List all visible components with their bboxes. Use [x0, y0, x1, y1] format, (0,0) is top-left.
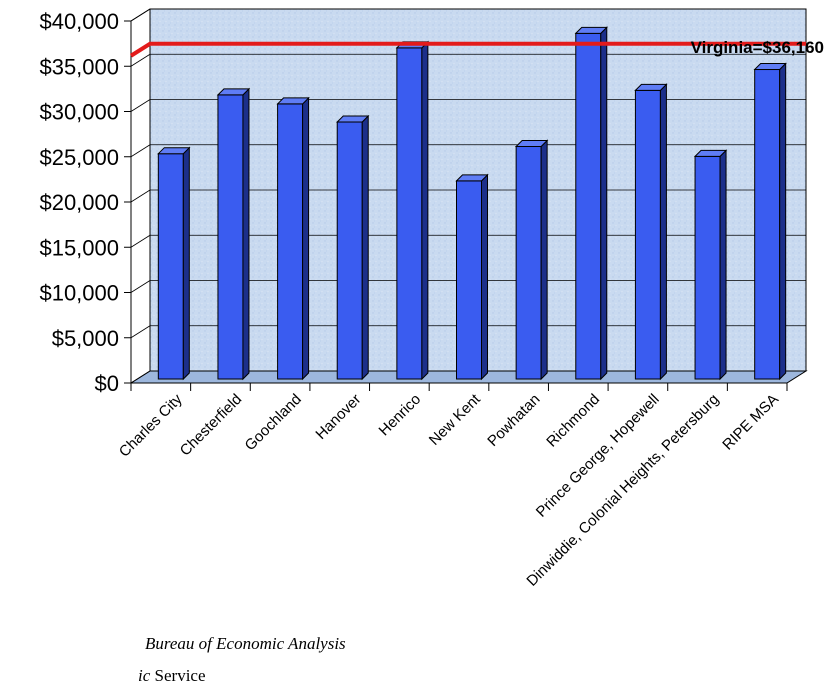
- gridline-side: [130, 280, 151, 293]
- bar-top: [455, 174, 489, 182]
- bar-front: [217, 94, 244, 380]
- gridline-side: [130, 325, 151, 339]
- bar: [395, 40, 430, 381]
- y-tick-label: $40,000: [39, 9, 119, 34]
- bar-top: [336, 115, 370, 123]
- bar-top: [693, 149, 728, 157]
- gridline-side: [130, 234, 151, 248]
- reference-line-label: Virginia=$36,160: [691, 38, 824, 57]
- reference-line: [129, 41, 806, 58]
- x-tick-label: New Kent: [426, 390, 485, 449]
- y-tick-label: $35,000: [39, 54, 119, 79]
- bar: [455, 173, 489, 381]
- gridline-side: [130, 189, 151, 203]
- source-line-2-italic: ic: [138, 666, 151, 685]
- x-tick-label: Richmond: [543, 391, 603, 451]
- y-tick-label: $5,000: [52, 326, 119, 351]
- bar-front: [694, 155, 721, 380]
- x-tick-label: RIPE MSA: [719, 391, 782, 454]
- bar-front: [157, 153, 184, 380]
- bar-top: [514, 139, 549, 147]
- reference-line-group: Virginia=$36,160: [129, 38, 824, 58]
- bar-top: [276, 97, 310, 105]
- bar-side: [361, 114, 369, 381]
- y-tick-label: $30,000: [39, 100, 119, 125]
- gridline-side: [130, 53, 151, 67]
- bar-side: [302, 96, 310, 381]
- bar-side: [779, 62, 787, 381]
- x-tick-label: Powhatan: [484, 391, 543, 450]
- y-tick-label: $20,000: [39, 190, 119, 215]
- bar: [336, 114, 370, 381]
- gridline-side: [130, 144, 151, 158]
- y-tick-label: $10,000: [39, 281, 119, 306]
- gridline-side: [130, 99, 151, 112]
- bar-side: [600, 26, 608, 381]
- bar-side: [540, 139, 548, 381]
- bar: [753, 62, 787, 381]
- x-tick-label: Chesterfield: [177, 391, 246, 460]
- y-tick-label: $25,000: [39, 145, 119, 170]
- bar-top: [574, 26, 608, 34]
- bar-front: [277, 103, 304, 380]
- bar-front: [396, 47, 423, 380]
- bar-side: [481, 173, 488, 381]
- y-tick-label: $0: [95, 371, 119, 396]
- bar-side: [242, 87, 250, 381]
- bar: [693, 149, 728, 381]
- bar-top: [157, 147, 191, 155]
- bar-top: [753, 63, 787, 71]
- bar-side: [719, 149, 727, 381]
- bar: [276, 96, 310, 381]
- bar-front: [336, 121, 363, 380]
- x-tick-label: Hanover: [312, 391, 364, 443]
- bar-side: [421, 40, 429, 381]
- x-tick-label: Prince George, Hopewell: [533, 391, 663, 521]
- bar-side: [182, 146, 190, 381]
- x-tick-label: Goochland: [242, 391, 305, 454]
- bar: [574, 26, 608, 381]
- bar-front: [754, 69, 781, 380]
- bar-top: [634, 83, 668, 91]
- bar-front: [575, 32, 602, 380]
- bar: [216, 87, 251, 381]
- y-axis-ticks: $0 $5,000 $10,000 $15,000 $20,000 $25,000 $30,…: [39, 9, 131, 396]
- bar-front: [634, 89, 661, 380]
- x-tick-label: Charles City: [116, 390, 186, 460]
- bar: [634, 83, 668, 381]
- bar: [157, 146, 191, 381]
- x-tick-label: Henrico: [376, 391, 425, 440]
- source-line-2: ic Service: [138, 666, 206, 685]
- y-tick-label: $15,000: [39, 235, 119, 260]
- source-line-2-rest: Service: [150, 666, 205, 685]
- gridline-side: [130, 370, 151, 384]
- bars: [157, 26, 787, 381]
- bar: [514, 139, 549, 381]
- axis-depth-edge: [130, 8, 151, 22]
- bar-front: [456, 180, 482, 380]
- bar-front: [515, 145, 542, 380]
- bar-side: [659, 83, 667, 381]
- source-line-1: Bureau of Economic Analysis: [145, 634, 346, 653]
- bar-top: [216, 88, 251, 96]
